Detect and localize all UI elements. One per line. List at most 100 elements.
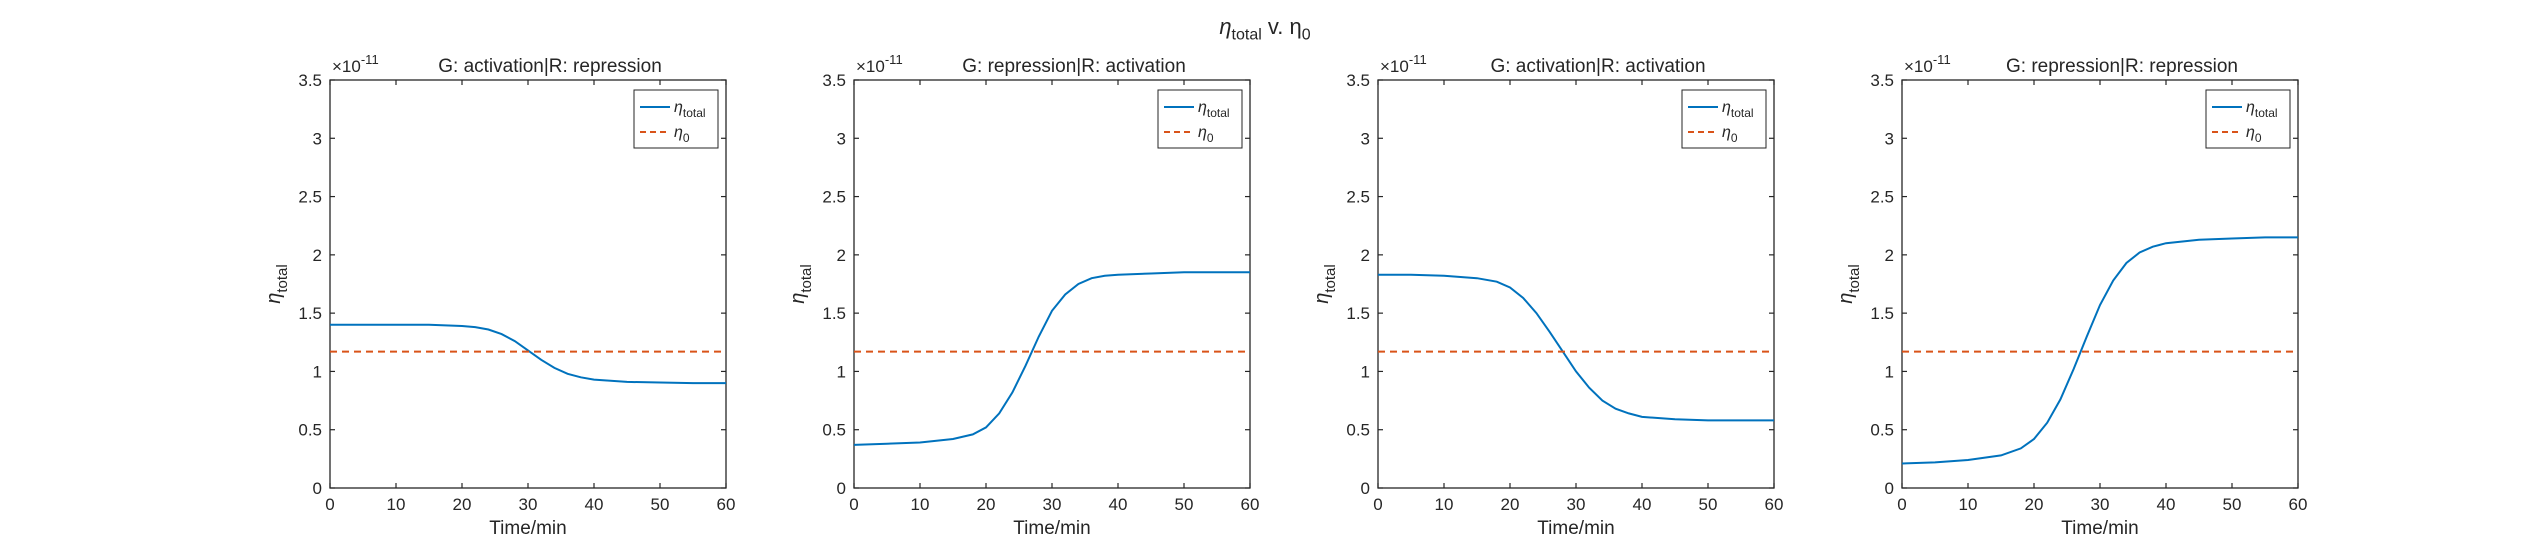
legend-entry-sub: total	[1207, 106, 1230, 120]
exponent-label: ×10-11	[1380, 52, 1427, 76]
y-axis-label-sub: total	[798, 264, 815, 292]
y-axis-label-eta: η	[787, 293, 809, 304]
legend-entry: η0	[2246, 124, 2262, 145]
y-tick-label: 0	[1885, 479, 1894, 498]
x-tick-label: 20	[977, 495, 996, 514]
legend-entry-eta: η	[1198, 99, 1207, 116]
legend-entry-sub: 0	[683, 131, 690, 145]
y-tick-label: 0.5	[822, 421, 846, 440]
y-tick-label: 2.5	[1346, 188, 1370, 207]
legend-box	[633, 89, 719, 149]
legend-entry: ηtotal	[674, 99, 706, 120]
series-line-eta-total	[330, 323, 726, 385]
y-tick-label: 0.5	[1870, 421, 1894, 440]
x-tick-label: 40	[1109, 495, 1128, 514]
y-tick-label: 3	[1885, 129, 1894, 148]
figure-title: ηtotal v. η0	[0, 14, 2530, 44]
y-tick-label: 2	[1885, 246, 1894, 265]
x-axis-label: Time/min	[2061, 518, 2138, 539]
series-line-eta-total	[853, 271, 1250, 446]
y-tick-label: 0	[313, 479, 322, 498]
figure-title-eta: η	[1219, 14, 1232, 39]
y-tick-label: 3	[1361, 129, 1370, 148]
x-tick-label: 50	[651, 495, 670, 514]
series-line-eta-total	[1901, 236, 2298, 465]
legend-entry: ηtotal	[2246, 99, 2278, 120]
y-tick-label: 0.5	[298, 421, 322, 440]
x-tick-label: 20	[1501, 495, 1520, 514]
x-tick-label: 40	[585, 495, 604, 514]
x-tick-label: 30	[519, 495, 538, 514]
x-tick-label: 10	[1959, 495, 1978, 514]
legend-entry-eta: η	[674, 124, 683, 141]
x-axis-label: Time/min	[489, 518, 566, 539]
legend-entry-sub: 0	[1207, 131, 1214, 145]
y-tick-label: 2.5	[822, 188, 846, 207]
y-axis-label-eta: η	[263, 293, 285, 304]
y-tick-label: 2.5	[298, 188, 322, 207]
x-tick-label: 50	[2223, 495, 2242, 514]
exponent-power: -11	[1933, 52, 1951, 67]
legend-entry-sub: total	[1731, 106, 1754, 120]
y-axis-label: ηtotal	[1835, 264, 1863, 303]
subplot-title: G: repression|R: activation	[962, 56, 1186, 77]
x-tick-label: 0	[325, 495, 334, 514]
legend-entry-sub: total	[683, 106, 706, 120]
y-tick-label: 1	[1885, 362, 1894, 381]
x-tick-label: 60	[717, 495, 736, 514]
legend-entry-eta: η	[2246, 124, 2255, 141]
y-axis-label-eta: η	[1311, 293, 1333, 304]
subplot-title: G: activation|R: activation	[1490, 56, 1705, 77]
x-tick-label: 40	[1633, 495, 1652, 514]
y-tick-label: 1.5	[822, 304, 846, 323]
y-tick-label: 3	[837, 129, 846, 148]
y-tick-label: 0.5	[1346, 421, 1370, 440]
y-tick-label: 3	[313, 129, 322, 148]
y-tick-label: 3.5	[1870, 71, 1894, 90]
y-axis-label-sub: total	[274, 264, 291, 292]
y-axis-label-eta: η	[1835, 293, 1857, 304]
y-tick-label: 1	[313, 362, 322, 381]
y-axis-label: ηtotal	[263, 264, 291, 303]
x-tick-label: 60	[1241, 495, 1260, 514]
x-tick-label: 10	[1435, 495, 1454, 514]
x-tick-label: 50	[1699, 495, 1718, 514]
exponent-label: ×10-11	[332, 52, 379, 76]
x-tick-label: 30	[2091, 495, 2110, 514]
legend-entry: η0	[1722, 124, 1738, 145]
legend-entry: η0	[1198, 124, 1214, 145]
y-tick-label: 3.5	[822, 71, 846, 90]
legend-entry: ηtotal	[1722, 99, 1754, 120]
subplot-4: 0 10 20 30 40 50 60 0 0.5 1 1.5 2 2.5 3 3.5 ×10-11 G: re…	[1835, 52, 2307, 539]
figure-title-mid: v. η	[1261, 14, 1302, 39]
exponent-label: ×10-11	[856, 52, 903, 76]
y-tick-label: 0	[837, 479, 846, 498]
legend-box	[1681, 89, 1767, 149]
legend-entry-sub: total	[2255, 106, 2278, 120]
exponent-label: ×10-11	[1904, 52, 1951, 76]
legend-entry-eta: η	[1198, 124, 1207, 141]
x-tick-label: 0	[1897, 495, 1906, 514]
y-tick-label: 0	[1361, 479, 1370, 498]
y-tick-label: 1	[1361, 362, 1370, 381]
legend-entry-sub: 0	[2255, 131, 2262, 145]
subplot-3: 0 10 20 30 40 50 60 0 0.5 1 1.5 2 2.5 3 3.5 ×10-11 G: ac…	[1311, 52, 1783, 539]
y-axis-label: ηtotal	[787, 264, 815, 303]
x-tick-label: 0	[849, 495, 858, 514]
legend-entry: η0	[674, 124, 690, 145]
x-tick-label: 20	[453, 495, 472, 514]
y-tick-label: 1.5	[298, 304, 322, 323]
x-tick-label: 0	[1373, 495, 1382, 514]
y-axis-label-sub: total	[1322, 264, 1339, 292]
x-tick-label: 10	[911, 495, 930, 514]
x-axis-label: Time/min	[1013, 518, 1090, 539]
x-tick-label: 10	[387, 495, 406, 514]
subplot-title: G: repression|R: repression	[2006, 56, 2238, 77]
x-tick-label: 30	[1043, 495, 1062, 514]
figure-title-sub: total	[1231, 26, 1262, 44]
legend-entry-sub: 0	[1731, 131, 1738, 145]
exponent-base: ×10	[856, 57, 885, 76]
subplot-1: 0 10 20 30 40 50 60 0 0.5 1 1.5 2 2.5 3 3.5 ×10-11 G: ac…	[263, 52, 735, 539]
